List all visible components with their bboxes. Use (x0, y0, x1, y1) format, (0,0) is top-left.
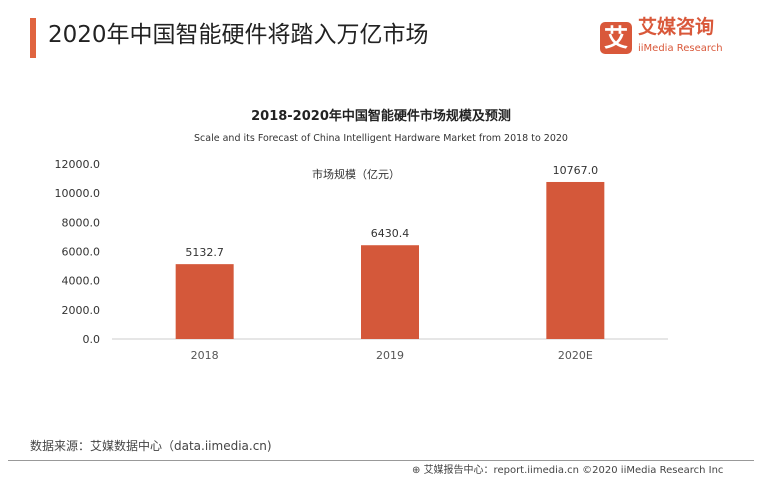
x-tick-label: 2019 (376, 349, 404, 362)
logo-text-en: iiMedia Research (638, 43, 723, 54)
footer-credit-text: 艾媒报告中心：report.iimedia.cn ©2020 iiMedia R… (423, 465, 724, 476)
bar (175, 264, 234, 339)
legend-label: 市场规模（亿元） (312, 168, 400, 181)
chart-title: 2018-2020年中国智能硬件市场规模及预测 (251, 109, 511, 124)
data-label: 5132.7 (185, 246, 224, 259)
data-label: 10767.0 (553, 164, 599, 177)
globe-icon: ⊕ (412, 465, 424, 476)
footer-divider (8, 460, 754, 461)
y-tick-label: 8000.0 (62, 216, 101, 229)
data-label: 6430.4 (371, 227, 410, 240)
page-title: 2020年中国智能硬件将踏入万亿市场 (48, 22, 429, 48)
y-tick-label: 12000.0 (55, 158, 101, 171)
logo-icon: 艾 (600, 22, 632, 54)
title-accent-bar (30, 18, 36, 58)
x-tick-label: 2020E (558, 349, 593, 362)
x-tick-label: 2018 (191, 349, 219, 362)
y-tick-label: 4000.0 (62, 275, 101, 288)
y-tick-label: 2000.0 (62, 304, 101, 317)
chart-subtitle: Scale and its Forecast of China Intellig… (194, 133, 568, 144)
y-tick-label: 0.0 (83, 333, 101, 346)
data-source: 数据来源：艾媒数据中心（data.iimedia.cn) (30, 439, 272, 453)
bar (361, 245, 419, 339)
bar (546, 181, 605, 339)
y-tick-label: 10000.0 (55, 187, 101, 200)
y-tick-label: 6000.0 (62, 246, 101, 259)
footer-credit: ⊕ 艾媒报告中心：report.iimedia.cn ©2020 iiMedia… (412, 464, 723, 477)
logo-text-cn: 艾媒咨询 (638, 16, 715, 38)
